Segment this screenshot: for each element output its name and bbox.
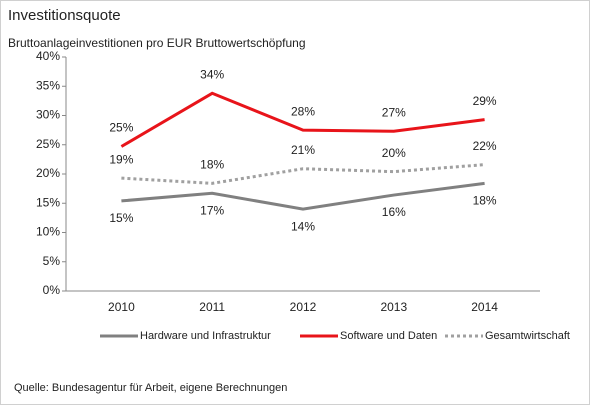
y-tick-label: 35% (36, 78, 60, 92)
series-line (120, 91, 485, 148)
data-label: 19% (109, 152, 133, 166)
data-label: 20% (382, 146, 406, 160)
data-label: 18% (473, 194, 497, 208)
x-tick-label: 2014 (471, 300, 498, 314)
x-tick-label: 2012 (290, 300, 317, 314)
data-label: 28% (291, 104, 315, 118)
y-tick-label: 5% (43, 254, 61, 268)
data-label: 27% (382, 105, 406, 119)
x-tick-label: 2011 (199, 300, 225, 314)
data-label: 16% (382, 205, 406, 219)
y-tick-label: 10% (36, 225, 60, 239)
y-tick-label: 25% (36, 137, 60, 151)
data-label: 25% (109, 121, 133, 135)
y-tick-label: 0% (43, 283, 61, 297)
y-tick-label: 15% (36, 195, 60, 209)
chart-title: Investitionsquote (8, 7, 121, 24)
data-label: 14% (291, 219, 315, 233)
data-label: 34% (200, 67, 224, 81)
data-label: 17% (200, 203, 224, 217)
x-tick-label: 2013 (380, 300, 407, 314)
x-tick-label: 2010 (108, 300, 135, 314)
data-label: 15% (109, 211, 133, 225)
data-label: 29% (473, 94, 497, 108)
source: Quelle: Bundesagentur für Arbeit, eigene… (14, 382, 287, 394)
data-label: 22% (473, 139, 497, 153)
legend-label: Software und Daten (340, 330, 437, 342)
y-tick-label: 20% (36, 166, 60, 180)
series-line (121, 181, 485, 211)
chart-subtitle: Bruttoanlageinvestitionen pro EUR Brutto… (8, 36, 306, 50)
legend-label: Hardware und Infrastruktur (140, 330, 271, 342)
legend-label: Gesamtwirtschaft (485, 330, 570, 342)
data-label: 21% (291, 143, 315, 157)
series-line (121, 163, 485, 185)
y-tick-label: 30% (36, 108, 60, 122)
y-tick-label: 40% (36, 49, 60, 63)
data-label: 18% (200, 158, 224, 172)
